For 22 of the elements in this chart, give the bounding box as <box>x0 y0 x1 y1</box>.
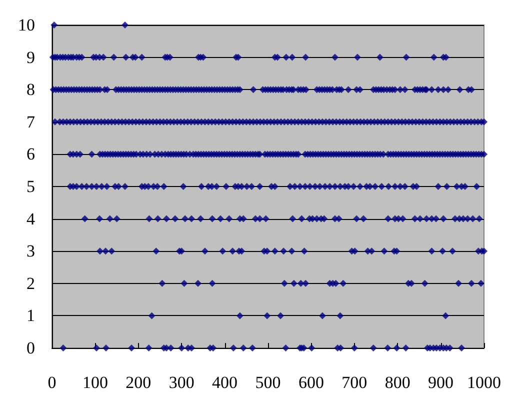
y-tick-label: 8 <box>26 80 35 100</box>
x-tick-label: 100 <box>82 373 108 392</box>
x-tick-label: 700 <box>342 373 368 392</box>
x-tick-label: 900 <box>428 373 454 392</box>
y-tick-label: 2 <box>26 274 35 293</box>
x-tick-label: 200 <box>126 373 152 392</box>
y-tick-label: 7 <box>26 112 36 132</box>
y-tick-label: 10 <box>18 16 35 34</box>
y-tick-label: 9 <box>26 48 35 67</box>
y-tick-label: 1 <box>26 306 35 326</box>
x-tick-label: 600 <box>298 373 324 392</box>
x-tick-label: 500 <box>255 373 281 392</box>
x-tick-label: 400 <box>212 373 238 392</box>
y-tick-label: 0 <box>26 338 35 358</box>
y-tick-label: 3 <box>26 242 35 261</box>
x-tick-label: 0 <box>48 373 56 392</box>
y-tick-label: 6 <box>26 144 35 164</box>
y-tick-label: 4 <box>26 209 36 228</box>
x-tick-label: 300 <box>168 373 194 392</box>
y-tick-label: 5 <box>26 177 35 196</box>
x-tick-label: 800 <box>384 373 410 392</box>
x-tick-label: 1000 <box>467 373 501 392</box>
